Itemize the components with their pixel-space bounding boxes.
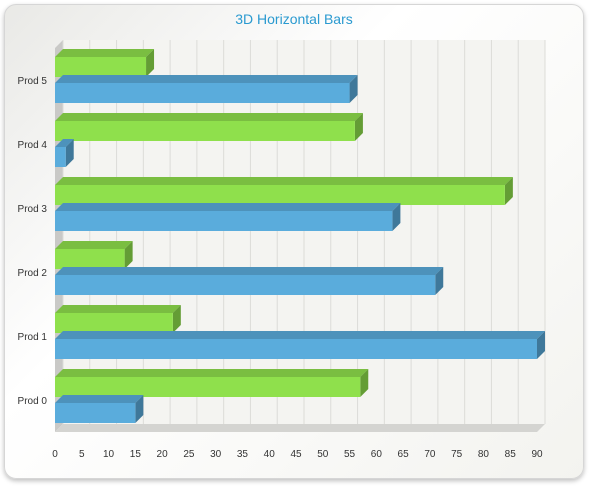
- bar-side-face: [135, 395, 144, 423]
- bar: [55, 249, 125, 269]
- x-tick-label: 5: [79, 449, 85, 460]
- bar-top-face: [55, 331, 545, 339]
- bar: [55, 211, 393, 231]
- bar-top-face: [55, 139, 74, 147]
- category-label: Prod 4: [18, 140, 48, 151]
- x-tick-label: 90: [531, 449, 543, 460]
- bar-top-face: [55, 113, 363, 121]
- x-tick-label: 80: [478, 449, 490, 460]
- x-tick-label: 45: [290, 449, 302, 460]
- bar: [55, 185, 505, 205]
- bar: [55, 313, 173, 333]
- bar-top-face: [55, 75, 358, 83]
- category-label: Prod 1: [18, 332, 48, 343]
- bar: [55, 121, 355, 141]
- x-tick-label: 75: [451, 449, 463, 460]
- bar: [55, 83, 350, 103]
- bar-side-face: [435, 267, 444, 295]
- bar-top-face: [55, 305, 181, 313]
- x-tick-label: 55: [344, 449, 356, 460]
- bar-side-face: [360, 369, 369, 397]
- chart-title: 3D Horizontal Bars: [235, 11, 353, 27]
- x-tick-label: 25: [183, 449, 195, 460]
- x-tick-label: 20: [157, 449, 169, 460]
- bar-top-face: [55, 395, 144, 403]
- x-tick-label: 50: [317, 449, 329, 460]
- bar-top-face: [55, 267, 444, 275]
- bar-side-face: [504, 177, 513, 205]
- bar-side-face: [146, 49, 155, 77]
- x-tick-label: 60: [371, 449, 383, 460]
- x-tick-label: 85: [505, 449, 517, 460]
- bar-top-face: [55, 241, 133, 249]
- bar-top-face: [55, 177, 513, 185]
- x-tick-label: 70: [424, 449, 436, 460]
- bar: [55, 275, 436, 295]
- bar-side-face: [65, 139, 74, 167]
- x-tick-label: 0: [52, 449, 58, 460]
- bar-side-face: [349, 75, 358, 103]
- bar-top-face: [55, 369, 369, 377]
- bar-top-face: [55, 203, 401, 211]
- x-tick-label: 35: [237, 449, 249, 460]
- x-tick-label: 10: [103, 449, 115, 460]
- category-label: Prod 0: [18, 396, 48, 407]
- plot-floor: [55, 424, 545, 432]
- bar-side-face: [172, 305, 181, 333]
- category-label: Prod 5: [18, 76, 48, 87]
- bar-side-face: [537, 331, 545, 359]
- x-tick-label: 65: [398, 449, 410, 460]
- bar-side-face: [124, 241, 133, 269]
- bar-side-face: [354, 113, 363, 141]
- x-tick-label: 15: [130, 449, 142, 460]
- bar-side-face: [392, 203, 401, 231]
- bar: [55, 57, 147, 77]
- bar: [55, 339, 537, 359]
- x-tick-label: 30: [210, 449, 222, 460]
- bar-top-face: [55, 49, 155, 57]
- category-label: Prod 3: [18, 204, 48, 215]
- bar: [55, 377, 361, 397]
- category-label: Prod 2: [18, 268, 48, 279]
- bar: [55, 403, 136, 423]
- x-tick-label: 40: [264, 449, 276, 460]
- bar: [55, 147, 66, 167]
